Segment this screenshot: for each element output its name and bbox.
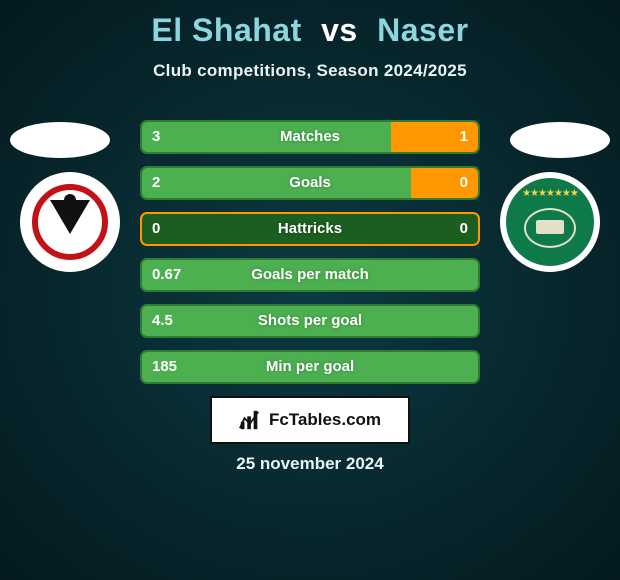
stat-label: Matches bbox=[142, 122, 478, 152]
stat-row: 0.67Goals per match bbox=[140, 258, 480, 292]
stat-row: 185Min per goal bbox=[140, 350, 480, 384]
stat-label: Shots per goal bbox=[142, 306, 478, 336]
al-ittihad-stars: ★★★★★★★ bbox=[506, 188, 594, 199]
stat-label: Min per goal bbox=[142, 352, 478, 382]
player1-club-logo bbox=[20, 172, 120, 272]
comparison-infographic: El Shahat vs Naser Club competitions, Se… bbox=[0, 0, 620, 580]
subtitle: Club competitions, Season 2024/2025 bbox=[0, 61, 620, 81]
stat-row: 20Goals bbox=[140, 166, 480, 200]
bars-chart-icon bbox=[239, 409, 261, 431]
footer-brand-badge: FcTables.com bbox=[210, 396, 410, 444]
player2-head-placeholder bbox=[510, 122, 610, 158]
title-vs: vs bbox=[311, 12, 368, 48]
stat-row: 31Matches bbox=[140, 120, 480, 154]
stat-row: 00Hattricks bbox=[140, 212, 480, 246]
player1-head-placeholder bbox=[10, 122, 110, 158]
infographic-date: 25 november 2024 bbox=[0, 454, 620, 474]
player2-name: Naser bbox=[377, 12, 468, 48]
stat-row: 4.5Shots per goal bbox=[140, 304, 480, 338]
stat-label: Goals bbox=[142, 168, 478, 198]
footer-brand-text: FcTables.com bbox=[269, 410, 381, 430]
player2-club-logo: ★★★★★★★ bbox=[500, 172, 600, 272]
al-ittihad-crest: ★★★★★★★ bbox=[506, 178, 594, 266]
stat-label: Goals per match bbox=[142, 260, 478, 290]
stats-bars: 31Matches 20Goals 00Hattricks 0.67Goals per… bbox=[140, 120, 480, 396]
player1-name: El Shahat bbox=[151, 12, 301, 48]
al-ahly-eagle-body bbox=[50, 200, 90, 234]
stat-label: Hattricks bbox=[142, 214, 478, 244]
title-row: El Shahat vs Naser bbox=[0, 12, 620, 49]
al-ittihad-emblem bbox=[536, 220, 564, 234]
comparison-title: El Shahat vs Naser bbox=[151, 12, 468, 48]
